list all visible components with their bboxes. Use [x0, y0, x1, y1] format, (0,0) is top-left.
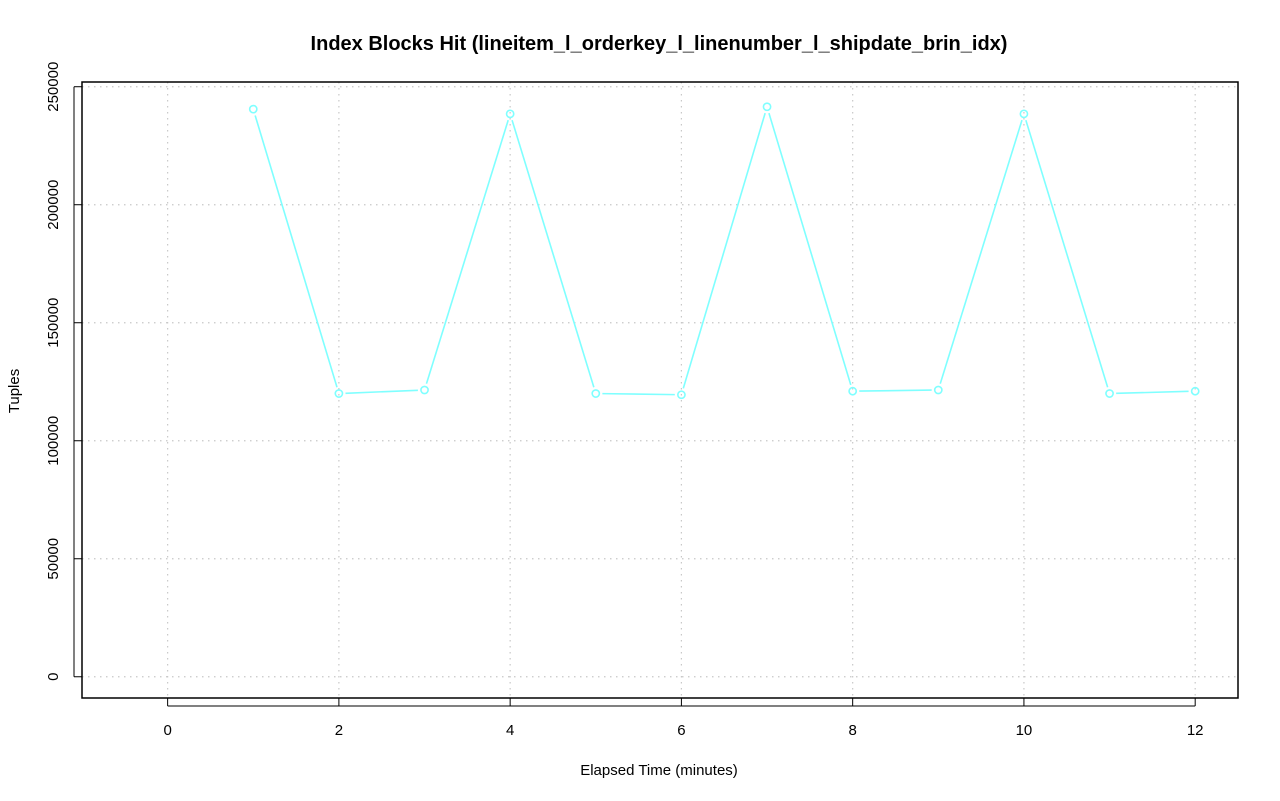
plot-frame: [81, 81, 1239, 699]
series-line-segment: [425, 119, 509, 384]
x-tick-label: 6: [677, 722, 685, 739]
series-line-segment: [939, 119, 1023, 384]
data-point: [1019, 109, 1029, 119]
y-tick-label: 0: [45, 673, 62, 681]
series-line-segment: [254, 115, 338, 388]
data-point: [334, 389, 344, 398]
series-line-segment: [859, 389, 932, 392]
data-point: [248, 104, 258, 114]
data-point: [1105, 389, 1114, 398]
x-tick-label: 12: [1187, 722, 1204, 739]
x-tick-label: 8: [848, 722, 856, 739]
y-tick-label: 250000: [45, 62, 62, 112]
series-line-segment: [602, 392, 675, 396]
y-tick-label: 100000: [45, 416, 62, 466]
y-tick-label: 200000: [45, 180, 62, 230]
series-line-segment: [1116, 390, 1189, 395]
series-line-segment: [511, 119, 595, 388]
series-line-segment: [768, 112, 852, 386]
data-point: [505, 109, 515, 119]
x-tick-label: 2: [335, 722, 343, 739]
data-point: [848, 386, 858, 396]
series-line-segment: [1025, 119, 1109, 388]
chart-title: Index Blocks Hit (lineitem_l_orderkey_l_…: [311, 33, 1008, 55]
y-tick-label: 150000: [45, 298, 62, 348]
data-point: [933, 385, 943, 395]
x-axis-label: Elapsed Time (minutes): [580, 762, 738, 779]
x-tick-label: 0: [163, 722, 171, 739]
data-point: [591, 389, 601, 398]
axes: 0 2 4 6 8 10 12 0 50000 100000 150000 200000 250000: [45, 62, 1204, 739]
grid: [82, 82, 1238, 698]
series: [248, 102, 1200, 400]
y-tick-label: 50000: [45, 538, 62, 580]
x-tick-label: 10: [1016, 722, 1033, 739]
data-point: [420, 385, 429, 395]
series-line-segment: [682, 112, 766, 389]
data-point: [762, 102, 772, 112]
x-tick-label: 4: [506, 722, 514, 739]
y-axis-label: Tuples: [6, 369, 23, 413]
data-point: [1190, 386, 1200, 396]
data-point: [677, 390, 686, 400]
series-line-segment: [345, 389, 418, 395]
